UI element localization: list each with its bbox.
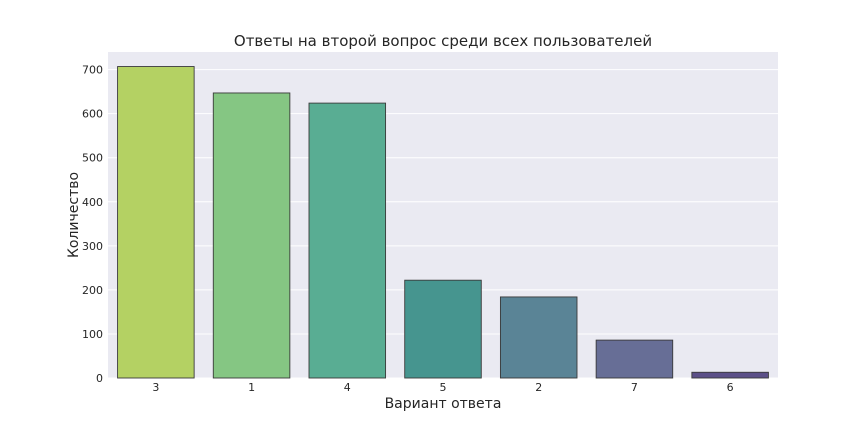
x-tick-label: 4 bbox=[344, 381, 351, 394]
chart-title: Ответы на второй вопрос среди всех польз… bbox=[234, 32, 652, 50]
bars bbox=[117, 66, 769, 379]
bar bbox=[308, 102, 387, 379]
x-tick-label: 3 bbox=[152, 381, 159, 394]
y-tick-label: 500 bbox=[82, 152, 103, 165]
y-tick-labels: 0 100 200 300 400 500 600 700 bbox=[82, 64, 103, 385]
y-tick-label: 400 bbox=[82, 196, 103, 209]
y-tick-label: 200 bbox=[82, 284, 103, 297]
y-axis-label: Количество bbox=[66, 172, 82, 258]
bar bbox=[691, 371, 769, 379]
y-tick-label: 300 bbox=[82, 240, 103, 253]
bar bbox=[212, 92, 291, 379]
y-tick-label: 100 bbox=[82, 328, 103, 341]
x-tick-label: 7 bbox=[631, 381, 638, 394]
x-tick-label: 5 bbox=[440, 381, 447, 394]
x-tick-label: 1 bbox=[248, 381, 255, 394]
bar bbox=[117, 66, 195, 379]
y-tick-label: 600 bbox=[82, 108, 103, 121]
x-axis-label: Вариант ответа bbox=[385, 396, 502, 412]
bar bbox=[499, 296, 578, 379]
x-tick-label: 2 bbox=[535, 381, 542, 394]
bar bbox=[404, 279, 482, 379]
x-tick-label: 6 bbox=[727, 381, 734, 394]
y-tick-label: 0 bbox=[96, 372, 103, 385]
y-tick-label: 700 bbox=[82, 64, 103, 77]
bar bbox=[595, 339, 674, 379]
x-tick-labels: 3 1 4 5 2 7 6 bbox=[152, 381, 733, 394]
